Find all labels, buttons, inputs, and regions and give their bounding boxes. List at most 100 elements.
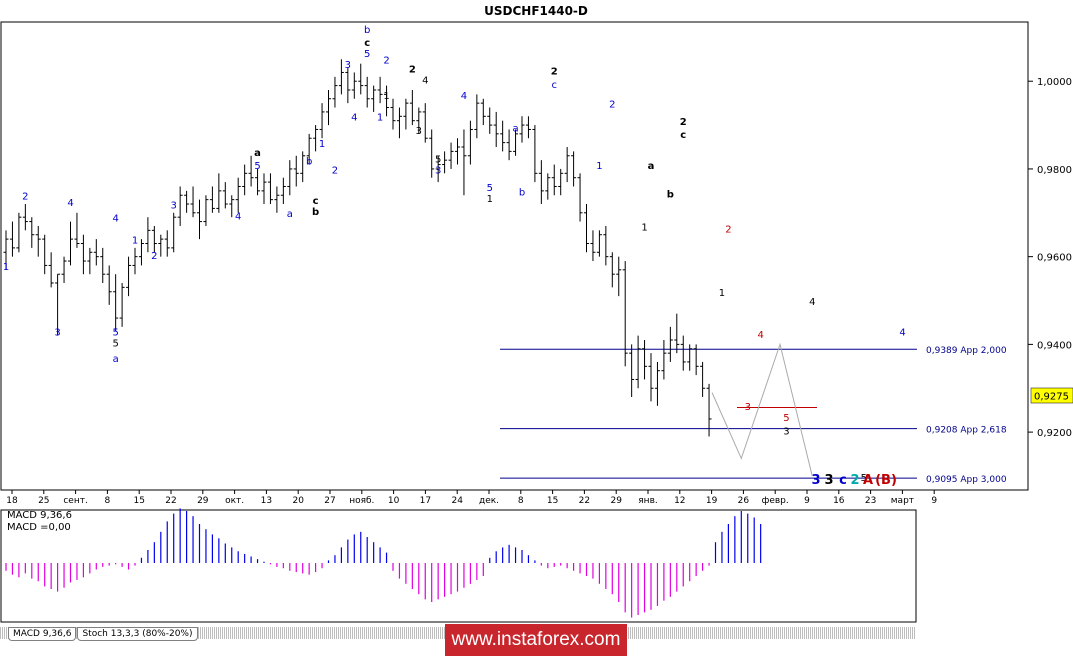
x-tick-label: 22 [579, 496, 590, 506]
price-bar [661, 339, 667, 380]
wave-label: 2 [680, 117, 687, 128]
wave-label: c [313, 196, 319, 207]
price-bar [461, 129, 467, 196]
price-bar [455, 138, 460, 165]
wave-label: 3 [54, 328, 60, 339]
x-tick-label: 8 [105, 496, 111, 506]
wave-count-legend: 3 3 c 2 A (B) [811, 473, 896, 488]
wave-label: 4 [757, 330, 763, 341]
price-bar [229, 195, 235, 218]
price-bar [513, 129, 519, 156]
price-bar [680, 335, 686, 371]
x-tick-label: 13 [261, 496, 272, 506]
price-bar [345, 68, 351, 104]
price-bar [138, 239, 144, 266]
wave-degree-label: 2 [850, 473, 859, 488]
x-tick-label: 9 [931, 496, 937, 506]
wave-label: a [254, 148, 261, 159]
price-bar [80, 234, 86, 275]
price-bar [467, 120, 473, 165]
x-tick-label: 20 [292, 496, 304, 506]
wave-labels: 1243123455a4a5acbb1234bc512123453451ab2c… [3, 25, 906, 484]
x-tick-label: 9 [804, 496, 810, 506]
wave-label: b [519, 187, 525, 198]
wave-label: a [287, 209, 293, 220]
y-tick-label: 0,9600 [1037, 253, 1072, 264]
y-tick-label: 1,0000 [1037, 77, 1072, 88]
price-bar [216, 173, 222, 213]
price-bar [654, 361, 660, 406]
wave-label: b [312, 207, 319, 218]
price-bar [584, 204, 589, 253]
price-bar [545, 173, 551, 200]
price-bar [674, 313, 680, 354]
x-tick-label: 29 [610, 496, 622, 506]
macd-label-value: MACD =0,00 [7, 522, 71, 533]
price-bar [235, 177, 241, 213]
wave-label: a [648, 161, 655, 172]
x-tick-label: 23 [865, 496, 876, 506]
tab-stochastic[interactable]: Stoch 13,3,3 (80%-20%) [77, 627, 198, 641]
wave-label: b [306, 157, 312, 168]
price-bar [500, 120, 506, 152]
price-bar [209, 186, 215, 213]
x-tick-label: 16 [833, 496, 845, 506]
price-bar [248, 155, 254, 187]
fib-levels: 0,9389 Арр 2,000 0,9208 Арр 2,618 0,9095 А… [500, 346, 1007, 485]
price-bar [242, 164, 248, 196]
price-bar [519, 116, 525, 143]
wave-label: 1 [719, 288, 725, 299]
price-bar [171, 212, 177, 253]
current-price-label: 0,9275 [1034, 392, 1069, 403]
x-tick-label: 15 [133, 496, 144, 506]
x-tick-label: 15 [547, 496, 558, 506]
price-bar [667, 326, 673, 362]
price-bar [635, 335, 641, 389]
wave-label: 1 [641, 222, 647, 233]
price-bar [29, 217, 35, 248]
price-bar [474, 94, 480, 139]
price-bar [42, 234, 48, 275]
price-bar [364, 76, 370, 108]
wave-label: 5 [783, 413, 789, 424]
x-tick-label: февр. [762, 496, 789, 506]
x-tick-label: март [891, 496, 914, 506]
y-tick-label: 0,9200 [1037, 428, 1072, 439]
tab-macd[interactable]: MACD 9,36,6 [8, 627, 77, 641]
wave-label: 1 [377, 113, 383, 124]
x-tick-label: 18 [6, 496, 18, 506]
fib-label: 0,9389 Арр 2,000 [926, 346, 1007, 356]
price-bar [700, 361, 706, 398]
price-bar [197, 199, 202, 240]
price-bar [151, 225, 157, 253]
x-tick-label: 12 [674, 496, 685, 506]
price-bar [274, 186, 280, 213]
price-bar [222, 182, 228, 209]
x-tick-label: 29 [197, 496, 209, 506]
forecast-path [711, 342, 813, 477]
price-bar [429, 129, 435, 178]
x-tick-label: 8 [518, 496, 524, 506]
price-bar [119, 282, 125, 327]
x-tick-label: 22 [165, 496, 176, 506]
wave-label: 5 [435, 154, 441, 165]
price-pane-border [0, 21, 1029, 491]
price-bar [3, 230, 9, 270]
price-bar [184, 190, 190, 213]
price-bar [538, 160, 544, 205]
price-bar [506, 129, 512, 161]
price-bar [106, 265, 112, 305]
x-tick-label: дек. [479, 496, 499, 506]
wave-label: 3 [416, 126, 422, 137]
wave-label: c [552, 80, 558, 91]
wave-label: 2 [151, 251, 157, 262]
wave-label: 3 [745, 402, 751, 413]
price-bar [706, 383, 712, 437]
wave-label: a [512, 124, 518, 135]
price-bar [319, 103, 325, 139]
x-tick-label: окт. [225, 496, 244, 506]
price-bar [642, 339, 648, 380]
x-tick-label: 24 [451, 496, 463, 506]
